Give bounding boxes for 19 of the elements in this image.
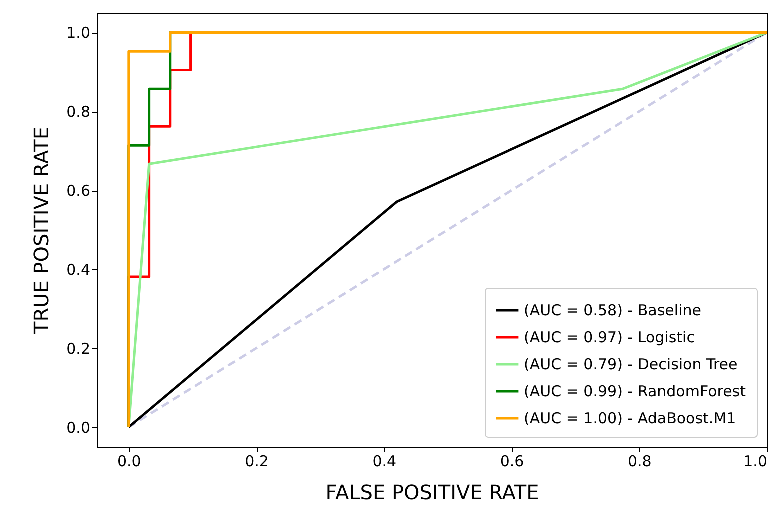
x-tick-label: 1.0 bbox=[744, 452, 768, 470]
legend-label: (AUC = 1.00) - AdaBoost.M1 bbox=[524, 410, 736, 428]
y-tick-label: 1.0 bbox=[66, 24, 90, 42]
legend-label: (AUC = 0.79) - Decision Tree bbox=[524, 356, 738, 374]
x-tick-label: 0.6 bbox=[500, 452, 524, 470]
legend-label: (AUC = 0.99) - RandomForest bbox=[524, 382, 746, 400]
x-tick-label: 0.0 bbox=[117, 452, 142, 470]
legend-label: (AUC = 0.97) - Logistic bbox=[524, 328, 695, 346]
y-tick-label: 0.8 bbox=[66, 103, 90, 122]
y-axis-title: TRUE POSITIVE RATE bbox=[30, 126, 54, 336]
x-tick-label: 0.8 bbox=[628, 452, 652, 470]
y-tick-label: 0.4 bbox=[66, 260, 90, 279]
y-tick-label: 0.6 bbox=[66, 182, 90, 200]
x-axis-title: FALSE POSITIVE RATE bbox=[326, 480, 540, 504]
x-tick-label: 0.2 bbox=[245, 452, 269, 470]
legend-label: (AUC = 0.58) - Baseline bbox=[524, 302, 702, 320]
y-tick-label: 0.0 bbox=[66, 418, 90, 437]
x-tick-label: 0.4 bbox=[372, 452, 397, 470]
y-tick-label: 0.2 bbox=[66, 340, 90, 358]
